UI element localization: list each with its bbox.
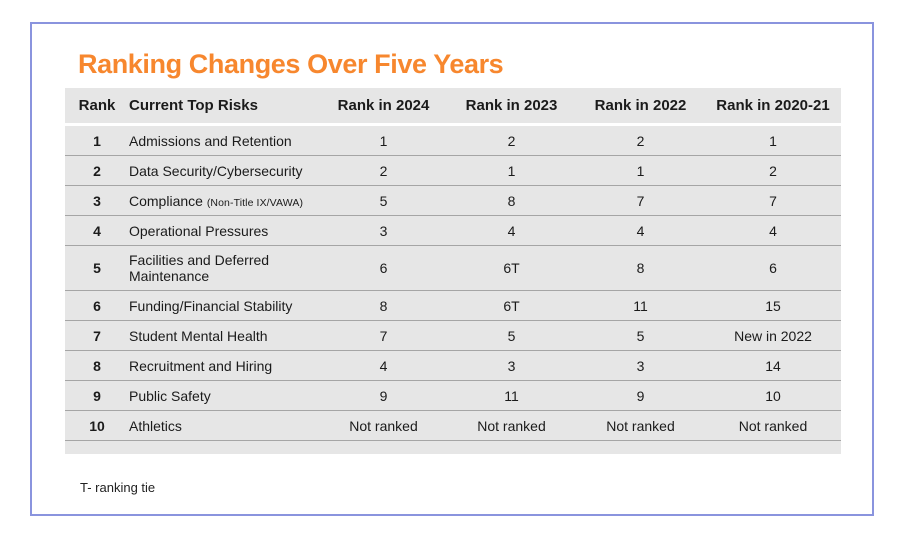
cell-risk: Student Mental Health — [129, 328, 320, 344]
cell-risk: Public Safety — [129, 388, 320, 404]
table-row: 8 Recruitment and Hiring 4 3 3 14 — [65, 351, 841, 381]
cell-rank-2024: 4 — [379, 357, 388, 374]
cell-rank-2023: 1 — [507, 162, 516, 179]
cell-rank-2020-21: 1 — [769, 132, 777, 149]
header-cell-2022: Rank in 2022 — [594, 97, 687, 114]
cell-rank-2024: 2 — [379, 162, 388, 179]
cell-rank-2024: 5 — [379, 192, 388, 209]
cell-rank-2020-21: 10 — [765, 387, 781, 404]
cell-rank: 7 — [93, 327, 101, 344]
cell-rank: 10 — [89, 417, 105, 434]
cell-rank-2023: 5 — [507, 327, 516, 344]
cell-rank-2023: 11 — [504, 387, 519, 404]
cell-rank-2023: Not ranked — [477, 417, 546, 434]
cell-rank-2020-21: 14 — [765, 357, 781, 374]
cell-rank-2022: 1 — [636, 162, 645, 179]
header-cell-2023: Rank in 2023 — [465, 97, 558, 114]
table-row: 1 Admissions and Retention 1 2 2 1 — [65, 126, 841, 156]
risk-name: Admissions and Retention — [129, 132, 292, 149]
risk-name: Funding/Financial Stability — [129, 297, 293, 314]
table-row: 5 Facilities and Deferred Maintenance 6 … — [65, 246, 841, 291]
header-cell-2020-21: Rank in 2020-21 — [716, 97, 830, 114]
ranking-table: Rank Current Top Risks Rank in 2024 Rank… — [65, 88, 841, 454]
ranking-tie-footnote: T- ranking tie — [80, 480, 156, 495]
table-row: 10 Athletics Not ranked Not ranked Not r… — [65, 411, 841, 441]
cell-rank: 2 — [93, 162, 101, 179]
table-row: 6 Funding/Financial Stability 8 6T 11 15 — [65, 291, 841, 321]
risk-name: Facilities and Deferred Maintenance — [129, 252, 270, 284]
cell-rank-2022: 11 — [633, 297, 648, 314]
cell-rank-2020-21: 2 — [769, 162, 777, 179]
table-row: 3 Compliance (Non-Title IX/VAWA) 5 8 7 7 — [65, 186, 841, 216]
cell-rank: 6 — [93, 297, 101, 314]
cell-rank: 9 — [93, 387, 101, 404]
table-row: 2 Data Security/Cybersecurity 2 1 1 2 — [65, 156, 841, 186]
cell-rank-2020-21: 15 — [765, 297, 781, 314]
cell-rank: 1 — [93, 132, 101, 149]
cell-rank-2023: 6T — [503, 297, 520, 314]
cell-rank-2024: 9 — [379, 387, 388, 404]
cell-rank-2024: 7 — [379, 327, 388, 344]
cell-risk: Compliance (Non-Title IX/VAWA) — [129, 193, 320, 209]
cell-risk: Operational Pressures — [129, 223, 320, 239]
cell-rank-2024: 8 — [379, 297, 388, 314]
cell-risk: Recruitment and Hiring — [129, 358, 320, 374]
table-header-row: Rank Current Top Risks Rank in 2024 Rank… — [65, 88, 841, 126]
page-title: Ranking Changes Over Five Years — [78, 49, 504, 79]
cell-risk: Funding/Financial Stability — [129, 298, 320, 314]
cell-rank-2023: 6T — [503, 260, 520, 276]
risk-name: Athletics — [129, 417, 182, 434]
cell-risk: Athletics — [129, 418, 320, 434]
header-cell-rank: Rank — [78, 97, 116, 114]
cell-rank-2022: 4 — [636, 222, 645, 239]
cell-rank: 3 — [93, 192, 101, 209]
cell-rank-2022: 3 — [636, 357, 645, 374]
cell-rank-2022: 5 — [636, 327, 645, 344]
risk-name: Compliance — [129, 192, 203, 209]
cell-rank-2022: 8 — [636, 260, 645, 276]
cell-rank-2020-21: 7 — [769, 192, 777, 209]
risk-name: Recruitment and Hiring — [129, 357, 273, 374]
cell-rank-2023: 8 — [507, 192, 516, 209]
cell-rank-2022: 2 — [636, 132, 645, 149]
table-body: 1 Admissions and Retention 1 2 2 1 2 Dat… — [65, 126, 841, 441]
header-cell-risk: Current Top Risks — [129, 97, 258, 114]
cell-rank-2024: 6 — [379, 260, 388, 276]
cell-rank-2020-21: Not ranked — [738, 417, 808, 434]
cell-rank-2022: Not ranked — [606, 417, 675, 434]
cell-rank: 8 — [93, 357, 101, 374]
cell-rank-2024: 3 — [379, 222, 388, 239]
cell-rank: 4 — [93, 222, 101, 239]
risk-name: Student Mental Health — [129, 327, 268, 344]
cell-rank-2023: 4 — [507, 222, 516, 239]
cell-rank-2020-21: 6 — [769, 260, 777, 276]
risk-name: Operational Pressures — [129, 222, 269, 239]
cell-rank-2024: Not ranked — [349, 417, 418, 434]
table-row: 9 Public Safety 9 11 9 10 — [65, 381, 841, 411]
cell-risk: Data Security/Cybersecurity — [129, 163, 320, 179]
cell-rank-2023: 2 — [507, 132, 516, 149]
risk-note: (Non-Title IX/VAWA) — [206, 196, 304, 209]
table-row: 4 Operational Pressures 3 4 4 4 — [65, 216, 841, 246]
risk-name: Public Safety — [129, 387, 211, 404]
table-row: 7 Student Mental Health 7 5 5 New in 202… — [65, 321, 841, 351]
cell-rank-2023: 3 — [507, 357, 516, 374]
risk-name: Data Security/Cybersecurity — [129, 162, 303, 179]
cell-rank: 5 — [93, 260, 101, 276]
header-cell-2024: Rank in 2024 — [337, 97, 430, 114]
cell-risk: Admissions and Retention — [129, 133, 320, 149]
cell-risk: Facilities and Deferred Maintenance — [129, 252, 320, 284]
cell-rank-2022: 7 — [636, 192, 645, 209]
cell-rank-2022: 9 — [636, 387, 645, 404]
cell-rank-2024: 1 — [379, 132, 388, 149]
ranking-card: Ranking Changes Over Five Years Rank Cur… — [30, 22, 874, 516]
cell-rank-2020-21: 4 — [769, 222, 777, 239]
cell-rank-2020-21: New in 2022 — [734, 327, 812, 344]
table-bottom-pad — [65, 441, 841, 454]
